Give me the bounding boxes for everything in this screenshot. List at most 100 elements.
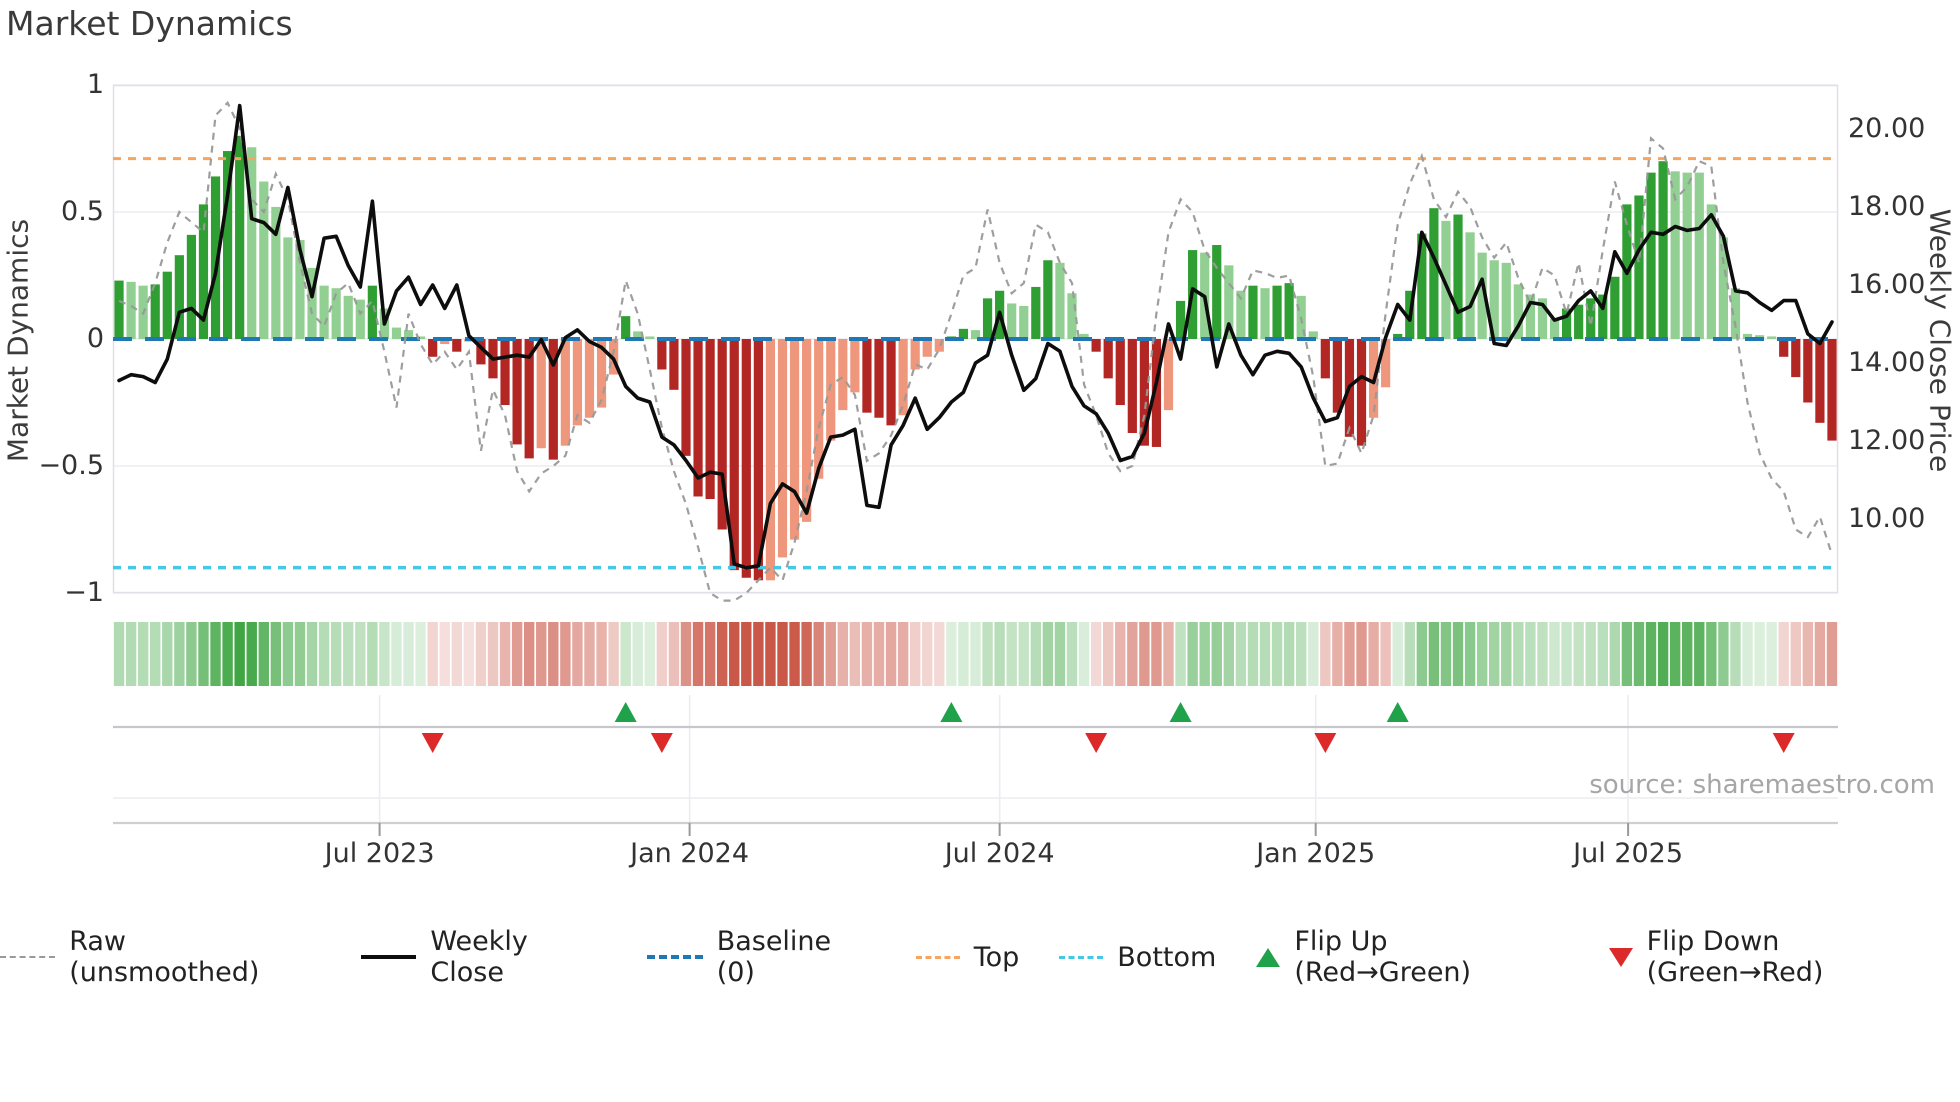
heatmap-cell bbox=[716, 622, 728, 686]
heatmap-cell bbox=[1006, 622, 1017, 686]
legend-item-baseline: Baseline (0) bbox=[647, 926, 875, 988]
heatmap-cell bbox=[1115, 622, 1126, 686]
osc-bar bbox=[319, 285, 329, 339]
y-left-tick: 0.5 bbox=[61, 196, 104, 227]
flip-down-marker bbox=[650, 733, 673, 753]
heatmap-cell bbox=[897, 622, 909, 686]
heatmap-cell bbox=[1525, 622, 1536, 686]
osc-bar bbox=[1767, 336, 1777, 339]
osc-bar bbox=[657, 339, 667, 370]
heatmap-cell bbox=[885, 622, 897, 686]
osc-bar bbox=[1260, 288, 1270, 339]
osc-bar bbox=[1115, 339, 1125, 406]
y-right-tick: 12.00 bbox=[1848, 425, 1926, 456]
heatmap-cell bbox=[1151, 622, 1162, 686]
heatmap-cell bbox=[668, 622, 680, 686]
heatmap-cell bbox=[1428, 622, 1440, 686]
osc-bar bbox=[765, 339, 776, 581]
marker-panel-svg bbox=[113, 695, 1838, 836]
heatmap-cell bbox=[1754, 622, 1765, 686]
osc-bar bbox=[343, 295, 353, 339]
legend-item-bottom: Bottom bbox=[1059, 942, 1216, 973]
x-tick: Jan 2025 bbox=[1256, 838, 1376, 869]
osc-bar bbox=[259, 181, 269, 339]
heatmap-cell bbox=[934, 622, 945, 686]
osc-bar bbox=[1477, 252, 1487, 339]
flip-down-marker bbox=[1772, 733, 1795, 753]
osc-bar bbox=[693, 339, 703, 497]
osc-bar bbox=[1646, 172, 1656, 339]
osc-bar bbox=[850, 339, 860, 393]
heatmap-cell bbox=[391, 622, 402, 686]
osc-bar bbox=[1537, 298, 1548, 339]
osc-bar bbox=[416, 336, 426, 339]
heatmap-cell bbox=[1066, 622, 1078, 686]
osc-bar bbox=[645, 336, 655, 339]
heatmap-cell bbox=[451, 622, 462, 686]
heatmap-cell bbox=[330, 622, 342, 686]
osc-bar bbox=[1224, 265, 1234, 339]
osc-bar bbox=[1163, 339, 1174, 411]
osc-bar bbox=[1730, 288, 1741, 339]
heatmap-cell bbox=[222, 622, 233, 686]
osc-bar bbox=[355, 299, 365, 339]
heatmap-cell bbox=[765, 622, 776, 686]
legend-label: Weekly Close bbox=[430, 926, 528, 988]
source-credit: source: sharemaestro.com bbox=[1589, 770, 1935, 800]
heatmap-cell bbox=[367, 622, 378, 686]
osc-bar bbox=[114, 280, 124, 339]
osc-bar bbox=[1465, 232, 1475, 339]
osc-bar bbox=[1429, 208, 1439, 339]
flip-down-marker bbox=[1085, 733, 1108, 753]
osc-bar bbox=[1381, 339, 1391, 388]
heatmap-cell bbox=[1223, 622, 1235, 686]
legend-item-raw: Raw (unsmoothed) bbox=[0, 926, 321, 988]
y-right-tick: 14.00 bbox=[1848, 347, 1926, 378]
heatmap-cell bbox=[475, 622, 487, 686]
osc-bar bbox=[814, 339, 824, 479]
legend-label: Raw (unsmoothed) bbox=[69, 926, 260, 988]
osc-bar bbox=[1706, 204, 1716, 339]
heatmap-cell bbox=[113, 622, 125, 686]
heatmap-cell bbox=[1657, 622, 1669, 686]
heatmap-cell bbox=[1682, 622, 1693, 686]
osc-bar bbox=[1574, 304, 1584, 339]
heatmap-cell bbox=[1790, 622, 1801, 686]
osc-bar bbox=[403, 330, 414, 339]
heatmap-cell bbox=[343, 622, 354, 686]
osc-bar bbox=[584, 339, 595, 418]
heatmap-cell bbox=[825, 622, 836, 686]
heatmap-cell bbox=[946, 622, 957, 686]
osc-bar bbox=[222, 151, 233, 339]
flip-up-marker bbox=[614, 702, 637, 722]
osc-bar bbox=[295, 239, 305, 339]
osc-bar bbox=[1779, 339, 1789, 357]
flip-down-marker bbox=[421, 733, 444, 753]
osc-bar bbox=[367, 285, 377, 339]
osc-bar bbox=[1682, 172, 1692, 339]
osc-bar bbox=[162, 271, 172, 339]
osc-bar bbox=[1803, 339, 1813, 403]
heatmap-cell bbox=[1694, 622, 1705, 686]
heatmap-cell bbox=[1392, 622, 1403, 686]
x-tick: Jul 2023 bbox=[324, 838, 435, 869]
osc-bar bbox=[1610, 276, 1620, 339]
heatmap-cell bbox=[789, 622, 800, 686]
osc-bar bbox=[428, 339, 438, 357]
osc-bar bbox=[1019, 305, 1029, 339]
osc-bar bbox=[729, 339, 739, 571]
x-tick: Jul 2024 bbox=[944, 838, 1055, 869]
heatmap-cell bbox=[680, 622, 692, 686]
osc-bar bbox=[1561, 308, 1572, 339]
heatmap-cell bbox=[1295, 622, 1307, 686]
heatmap-cell bbox=[1573, 622, 1584, 686]
legend-item-flip-down: Flip Down (Green→Red) bbox=[1608, 926, 1960, 988]
legend: Raw (unsmoothed) Weekly Close Baseline (0)… bbox=[0, 926, 1960, 988]
heatmap-cell bbox=[463, 622, 475, 686]
legend-label: Flip Up (Red→Green) bbox=[1294, 926, 1472, 988]
heatmap-cell bbox=[1356, 622, 1367, 686]
heatmap-cell bbox=[584, 622, 595, 686]
x-tick: Jan 2024 bbox=[630, 838, 750, 869]
heatmap-cell bbox=[1669, 622, 1681, 686]
osc-bar bbox=[1079, 333, 1089, 339]
